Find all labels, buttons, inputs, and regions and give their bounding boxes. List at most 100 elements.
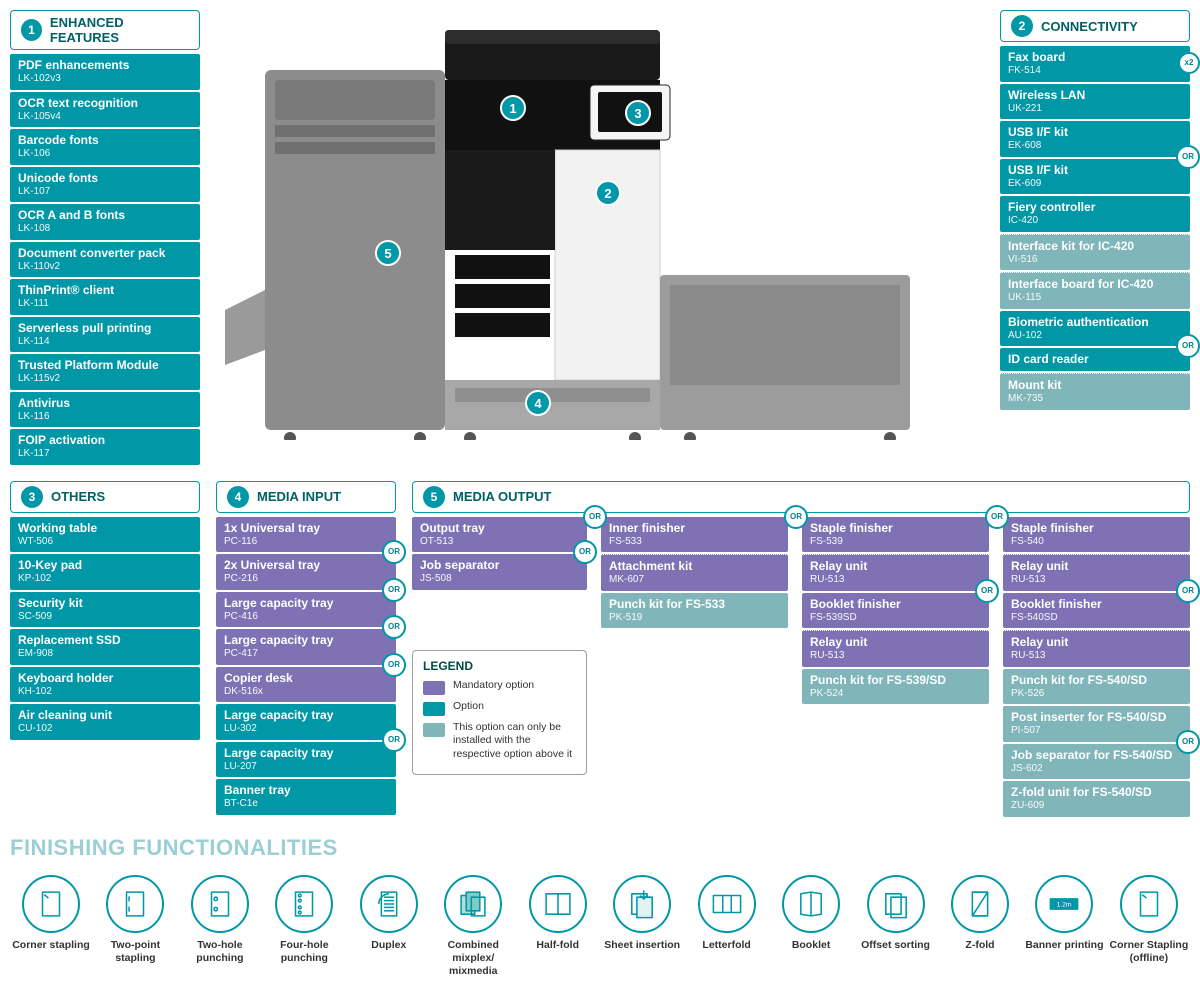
option-code: AU-102 [1008,330,1182,343]
option-title: Interface kit for IC-420 [1008,239,1182,254]
option-code: RU-513 [810,650,981,663]
legend-box: LEGENDMandatory optionOptionThis option … [412,650,587,776]
mixmedia-icon [456,887,490,921]
option-item: Interface board for IC-420UK-115 [1000,272,1190,309]
finishing-item: Offset sorting [855,875,937,978]
banner-icon: 1.2m [1047,887,1081,921]
option-code: WT-506 [18,536,192,549]
option-title: 10-Key pad [18,558,192,573]
finishing-label: Letterfold [702,939,750,952]
option-item: Post inserter for FS-540/SDPI-507OR [1003,706,1190,742]
option-title: Punch kit for FS-540/SD [1011,673,1182,688]
finishing-label: Corner stapling [12,939,90,952]
option-code: UK-115 [1008,292,1182,305]
option-code: KH-102 [18,686,192,699]
option-title: Keyboard holder [18,671,192,686]
option-title: Large capacity tray [224,596,388,611]
option-code: JS-508 [420,573,579,586]
option-title: Working table [18,521,192,536]
option-title: Post inserter for FS-540/SD [1011,710,1182,725]
option-code: PK-526 [1011,688,1182,701]
duplex-icon [372,887,406,921]
finishing-label: Four-hole punching [263,939,345,965]
option-code: SC-509 [18,611,192,624]
option-code: LU-207 [224,761,388,774]
option-code: CU-102 [18,723,192,736]
option-title: Booklet finisher [810,597,981,612]
option-title: Inner finisher [609,521,780,536]
finishing-label: Offset sorting [861,939,930,952]
finishing-item: Combined mixplex/ mixmedia [432,875,514,978]
option-title: OCR text recognition [18,96,192,111]
option-code: PC-116 [224,536,388,549]
media-output-subcolumn: Staple finisherFS-540Relay unitRU-513ORB… [1003,517,1190,817]
option-code: PI-507 [1011,725,1182,738]
option-title: Interface board for IC-420 [1008,277,1182,292]
option-item: Copier deskDK-516x [216,667,396,703]
finishing-icon-circle [951,875,1009,933]
product-marker: 2 [595,180,621,206]
finishing-icon-circle [698,875,756,933]
option-item: PDF enhancementsLK-102v3 [10,54,200,90]
or-badge: OR [975,579,999,603]
option-code: MK-735 [1008,393,1182,406]
option-title: Staple finisher [1011,521,1182,536]
option-item: Relay unitRU-513 [802,630,989,667]
finishing-icon-circle [106,875,164,933]
others-number-badge: 3 [21,486,43,508]
option-item: USB I/F kitEK-608OR [1000,121,1190,157]
connectivity-list: Fax boardFK-514x2Wireless LANUK-221USB I… [1000,46,1190,410]
option-item: Booklet finisherFS-539SD [802,593,989,629]
media-input-column: 4 MEDIA INPUT 1x Universal trayPC-116OR2… [216,481,396,815]
option-code: FS-540SD [1011,612,1182,625]
option-item: Large capacity trayLU-207 [216,742,396,778]
finishing-item: Sheet insertion [601,875,683,978]
option-title: 1x Universal tray [224,521,388,536]
option-code: MK-607 [609,574,780,587]
media-input-list: 1x Universal trayPC-116OR2x Universal tr… [216,517,396,815]
connectivity-title: CONNECTIVITY [1041,19,1138,34]
option-code: JS-602 [1011,763,1182,776]
option-title: USB I/F kit [1008,163,1182,178]
option-item: Large capacity trayLU-302OR [216,704,396,740]
offset-icon [879,887,913,921]
option-title: Job separator [420,558,579,573]
finishing-icon-circle [613,875,671,933]
option-code: LK-111 [18,298,192,311]
option-title: USB I/F kit [1008,125,1182,140]
or-badge: OR [573,540,597,564]
finishing-label: Duplex [371,939,406,952]
option-code: DK-516x [224,686,388,699]
option-item: Replacement SSDEM-908 [10,629,200,665]
option-item: Large capacity trayPC-417OR [216,629,396,665]
option-title: Antivirus [18,396,192,411]
others-title: OTHERS [51,489,105,504]
option-title: Punch kit for FS-533 [609,597,780,612]
option-title: Document converter pack [18,246,192,261]
media-output-number-badge: 5 [423,486,445,508]
option-item: Barcode fontsLK-106 [10,129,200,165]
option-title: Relay unit [810,559,981,574]
corner-staple-icon [34,887,68,921]
option-title: Z-fold unit for FS-540/SD [1011,785,1182,800]
finishing-icon-circle [275,875,333,933]
option-item: Relay unitRU-513OR [802,554,989,591]
legend-text: This option can only be installed with t… [453,721,576,762]
legend-row: This option can only be installed with t… [423,721,576,762]
option-item: Mount kitMK-735 [1000,373,1190,410]
option-item: Inner finisherFS-533 [601,517,788,553]
mid-row: 3 OTHERS Working tableWT-50610-Key padKP… [10,481,1190,817]
option-title: FOIP activation [18,433,192,448]
option-code: EM-908 [18,648,192,661]
legend-row: Mandatory option [423,679,576,695]
option-code: UK-221 [1008,103,1182,116]
option-item: Attachment kitMK-607 [601,554,788,591]
option-code: FS-533 [609,536,780,549]
two-hole-icon [203,887,237,921]
enhanced-title: ENHANCED FEATURES [50,15,189,45]
option-title: Booklet finisher [1011,597,1182,612]
option-item: Punch kit for FS-539/SDPK-524 [802,669,989,705]
legend-swatch [423,723,445,737]
legend-title: LEGEND [423,659,576,673]
option-item: Fax boardFK-514x2 [1000,46,1190,82]
